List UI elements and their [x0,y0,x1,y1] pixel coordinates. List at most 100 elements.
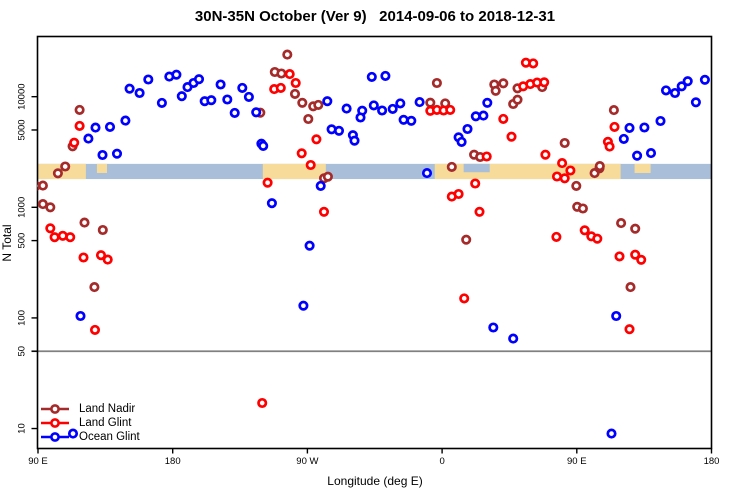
data-point-land-nadir [425,97,436,108]
data-point-land-nadir [490,85,501,96]
data-point-ocean-glint [456,136,467,147]
data-point-ocean-glint [398,114,409,125]
data-point-ocean-glint [377,105,388,116]
data-point-ocean-glint [660,85,672,96]
data-point-land-glint [474,206,485,217]
data-point-land-glint [579,225,590,236]
data-point-ocean-glint [611,310,622,322]
data-point-land-nadir [608,105,619,116]
data-point-land-glint [559,173,570,184]
data-point-ocean-glint [632,150,643,161]
data-point-ocean-glint [482,97,493,108]
data-point-land-nadir [577,203,588,214]
data-point-land-glint [540,149,551,160]
data-point-land-nadir [89,282,100,293]
data-point-ocean-glint [669,87,681,99]
data-point-land-glint [551,231,562,242]
data-point-ocean-glint [222,94,233,105]
data-point-ocean-glint [304,240,315,251]
x-tick-label: 90 W [296,456,318,467]
data-point-land-nadir [276,68,287,79]
data-point-land-nadir [74,104,85,115]
data-point-land-nadir [45,202,56,213]
data-point-ocean-glint [341,103,352,114]
data-point-ocean-glint [333,125,345,136]
data-point-ocean-glint [176,91,187,102]
data-point-ocean-glint [171,69,182,80]
data-point-ocean-glint [251,107,262,118]
data-point-ocean-glint [298,300,309,311]
data-point-land-nadir [446,161,457,172]
data-point-ocean-glint [387,103,398,114]
data-point-land-glint [470,178,481,189]
data-point-ocean-glint [624,122,635,133]
data-point-ocean-glint [266,198,277,209]
data-point-ocean-glint [143,74,154,85]
x-tick-label: 90 E [28,456,48,467]
data-point-land-nadir [282,49,293,60]
data-point-land-nadir [594,161,605,172]
data-point-land-glint [481,151,492,162]
data-point-land-nadir [512,94,523,105]
data-point-land-glint [311,134,322,145]
legend-row-land-glint: Land Glint [40,416,140,430]
data-point-ocean-glint [90,122,101,133]
data-point-land-glint [65,232,76,243]
data-point-land-glint [305,159,316,171]
data-point-ocean-glint [83,133,94,144]
data-point-land-glint [498,113,509,124]
data-point-ocean-glint [193,74,205,85]
map-band-land [96,163,107,173]
data-points-layer [37,49,710,439]
data-point-land-glint [74,120,85,131]
data-point-land-glint [557,158,568,169]
data-point-ocean-glint [134,87,145,99]
data-point-ocean-glint [237,82,248,93]
data-point-land-nadir [313,99,324,110]
data-point-land-glint [318,206,330,217]
data-point-land-nadir [60,161,71,172]
data-point-land-nadir [303,113,314,125]
x-tick-label: 90 E [567,456,587,467]
data-point-ocean-glint [380,70,391,81]
data-point-ocean-glint [639,122,650,133]
data-point-ocean-glint [215,79,226,90]
data-point-land-glint [539,77,550,88]
data-point-land-nadir [431,77,442,89]
data-point-ocean-glint [355,112,366,123]
data-point-ocean-glint [124,83,135,94]
data-point-land-glint [614,251,625,262]
data-point-ocean-glint [104,121,116,132]
data-point-land-glint [102,254,113,265]
data-point-land-glint [257,397,268,409]
data-point-land-nadir [297,97,308,108]
data-point-land-glint [592,233,603,244]
data-point-land-nadir [37,181,41,191]
data-point-land-nadir [571,180,582,191]
map-band-sea-notch [463,163,490,173]
data-point-ocean-glint [676,81,687,92]
data-point-ocean-glint [414,97,425,108]
data-point-land-glint [636,254,647,265]
data-point-land-glint [624,324,635,335]
data-point-ocean-glint [462,123,473,135]
data-point-land-nadir [322,171,333,182]
legend: Land Nadir Land Glint Ocean Glint [40,402,140,444]
data-point-land-glint [284,69,295,80]
data-point-land-nadir [97,224,108,236]
data-point-ocean-glint [243,91,254,102]
data-point-land-nadir [52,168,63,179]
legend-label: Land Glint [79,417,132,429]
data-point-land-glint [459,293,470,304]
legend-label: Land Nadir [79,403,136,415]
data-point-ocean-glint [699,74,710,85]
land-glint-marker-icon [41,418,69,428]
data-point-ocean-glint [156,97,167,108]
y-tick-label: 5000 [17,119,28,140]
legend-row-land-nadir: Land Nadir [40,402,140,416]
data-point-land-nadir [79,217,90,228]
data-point-land-glint [78,252,89,263]
data-point-ocean-glint [206,95,217,106]
